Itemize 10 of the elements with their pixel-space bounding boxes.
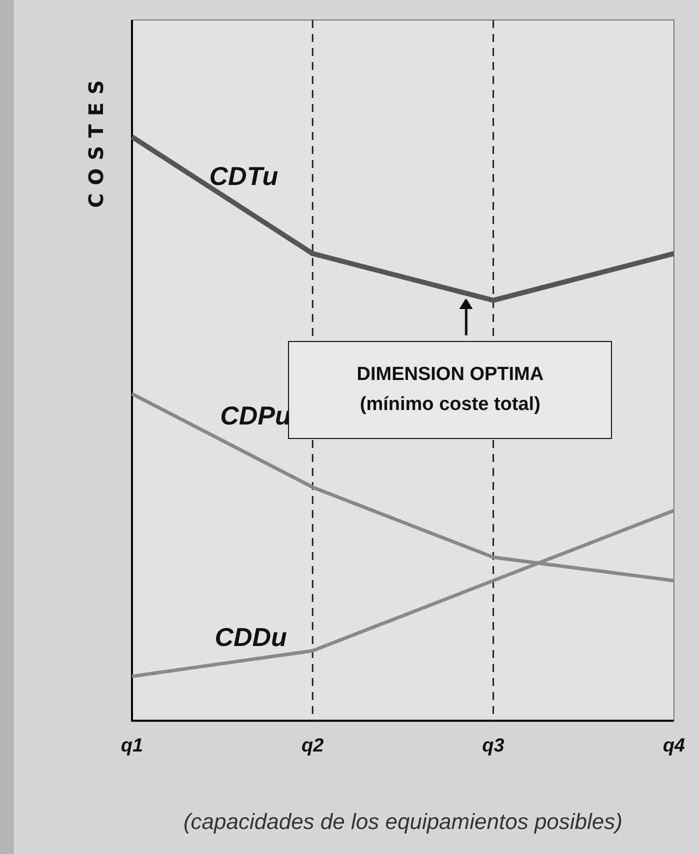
series-label: CDTu <box>209 160 278 191</box>
x-tick-label: q1 <box>120 735 144 756</box>
callout-box: DIMENSION OPTIMA (mínimo coste total) <box>288 341 612 440</box>
x-tick-label: q4 <box>662 735 686 756</box>
x-tick-label: q3 <box>482 735 505 756</box>
x-axis-title: (capacidades de los equipamientos posibles) <box>183 808 622 834</box>
annotation: DIMENSION OPTIMA (mínimo coste total) <box>356 363 544 418</box>
series-label: CDDu <box>214 622 288 652</box>
x-tick-label: q2 <box>302 735 324 756</box>
y-axis-title: COSTES <box>84 72 108 208</box>
